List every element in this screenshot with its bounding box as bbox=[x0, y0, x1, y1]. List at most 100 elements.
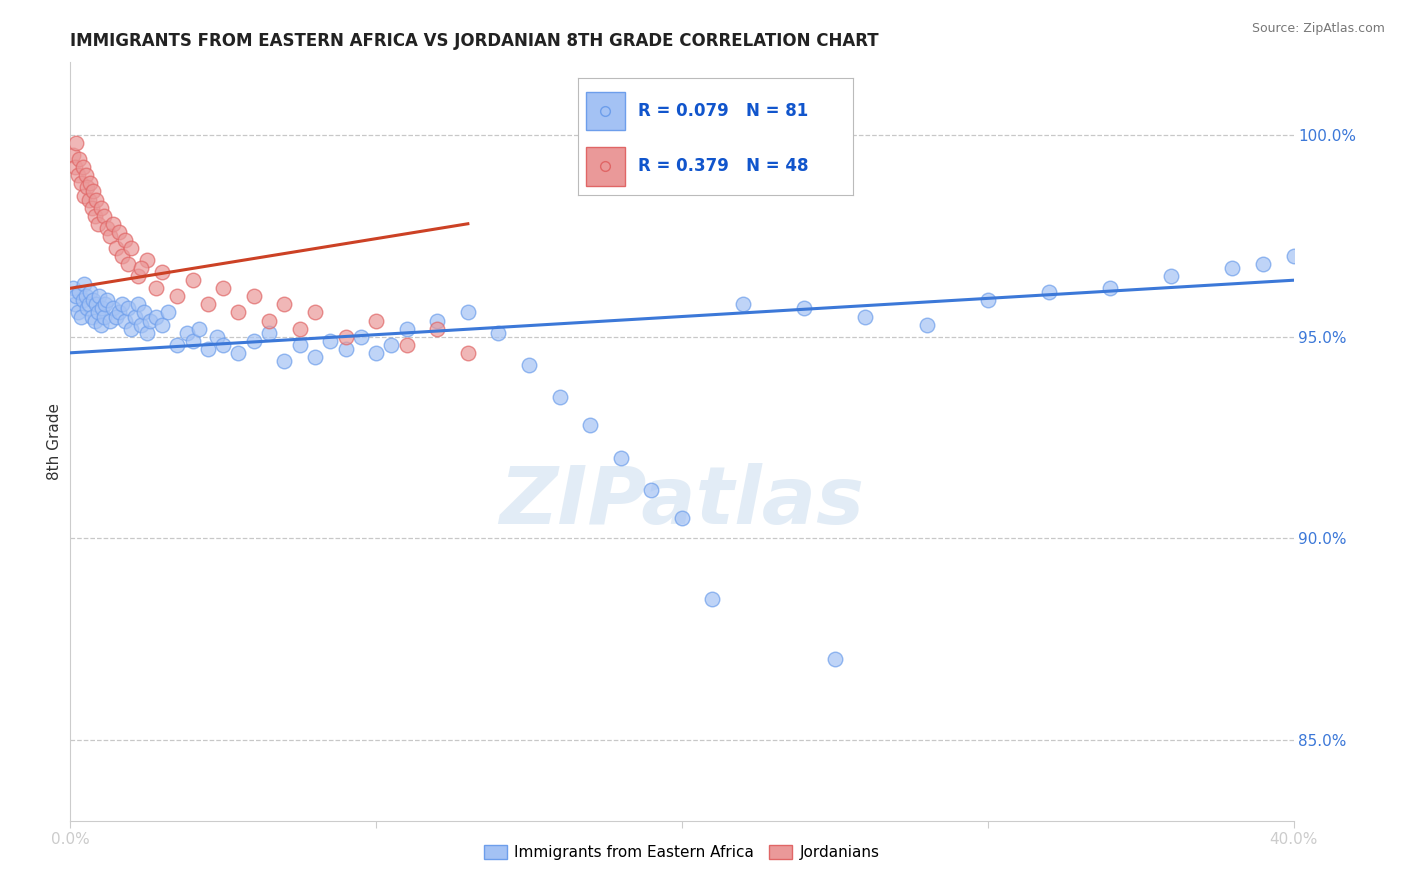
Point bbox=[181, 334, 204, 348]
Point bbox=[1038, 285, 1060, 300]
Point bbox=[243, 334, 266, 348]
Point bbox=[426, 321, 449, 335]
Point bbox=[304, 350, 326, 364]
Point bbox=[98, 313, 121, 327]
Point bbox=[65, 136, 87, 150]
Point bbox=[94, 297, 117, 311]
Point bbox=[145, 281, 167, 295]
Point bbox=[157, 305, 180, 319]
Point bbox=[90, 318, 112, 332]
Point bbox=[517, 358, 540, 372]
Point bbox=[90, 201, 112, 215]
Point bbox=[96, 293, 118, 308]
Point bbox=[124, 310, 146, 324]
Point bbox=[96, 220, 118, 235]
Point bbox=[101, 301, 124, 316]
Point bbox=[228, 346, 250, 360]
Point bbox=[212, 337, 235, 351]
Point bbox=[65, 289, 87, 303]
Point bbox=[114, 233, 136, 247]
Point bbox=[66, 169, 89, 183]
Point bbox=[63, 161, 86, 175]
Point bbox=[1099, 281, 1122, 295]
Point bbox=[257, 326, 280, 340]
Point bbox=[132, 305, 155, 319]
Point bbox=[197, 297, 219, 311]
Legend: Immigrants from Eastern Africa, Jordanians: Immigrants from Eastern Africa, Jordania… bbox=[478, 838, 886, 866]
Point bbox=[1251, 257, 1274, 271]
Point bbox=[731, 297, 754, 311]
Point bbox=[127, 297, 149, 311]
Point bbox=[87, 305, 110, 319]
Point bbox=[257, 313, 280, 327]
Y-axis label: 8th Grade: 8th Grade bbox=[46, 403, 62, 480]
Point bbox=[73, 277, 96, 292]
Point bbox=[197, 342, 219, 356]
Point bbox=[62, 281, 84, 295]
Point bbox=[212, 281, 235, 295]
Point bbox=[166, 289, 188, 303]
Point bbox=[121, 241, 143, 255]
Point bbox=[129, 261, 152, 276]
Point bbox=[77, 297, 100, 311]
Point bbox=[111, 249, 134, 263]
Point bbox=[72, 293, 94, 308]
Point bbox=[69, 285, 91, 300]
Point bbox=[176, 326, 198, 340]
Point bbox=[111, 297, 134, 311]
Point bbox=[79, 285, 101, 300]
Point bbox=[976, 293, 998, 308]
Point bbox=[66, 305, 89, 319]
Point bbox=[243, 289, 266, 303]
Point bbox=[1220, 261, 1243, 276]
Point bbox=[288, 337, 311, 351]
Point bbox=[129, 318, 152, 332]
Point bbox=[80, 201, 103, 215]
Point bbox=[91, 301, 114, 316]
Point bbox=[139, 313, 162, 327]
Point bbox=[93, 209, 115, 223]
Point bbox=[70, 177, 93, 191]
Point bbox=[75, 289, 97, 303]
Point bbox=[121, 321, 143, 335]
Point bbox=[335, 329, 357, 343]
Point bbox=[117, 257, 139, 271]
Point bbox=[93, 310, 115, 324]
Point bbox=[181, 273, 204, 287]
Point bbox=[70, 310, 93, 324]
Point bbox=[76, 180, 98, 194]
Point bbox=[1282, 249, 1305, 263]
Point bbox=[150, 318, 173, 332]
Point bbox=[82, 293, 104, 308]
Point bbox=[457, 346, 479, 360]
Point bbox=[105, 310, 128, 324]
Point bbox=[82, 185, 104, 199]
Point bbox=[380, 337, 402, 351]
Point bbox=[135, 326, 157, 340]
Point bbox=[83, 209, 105, 223]
Point bbox=[84, 193, 107, 207]
Point bbox=[69, 153, 91, 167]
Point bbox=[80, 310, 103, 324]
Point bbox=[304, 305, 326, 319]
Point bbox=[135, 253, 157, 268]
Point bbox=[640, 483, 662, 497]
Point bbox=[579, 418, 602, 433]
Point bbox=[671, 511, 693, 525]
Point bbox=[273, 354, 295, 368]
Point bbox=[79, 177, 101, 191]
Point bbox=[855, 310, 877, 324]
Point bbox=[108, 225, 131, 239]
Point bbox=[105, 241, 128, 255]
Point bbox=[101, 217, 124, 231]
Point bbox=[395, 321, 418, 335]
Point bbox=[98, 228, 121, 243]
Point bbox=[610, 450, 633, 465]
Point bbox=[366, 313, 388, 327]
Text: IMMIGRANTS FROM EASTERN AFRICA VS JORDANIAN 8TH GRADE CORRELATION CHART: IMMIGRANTS FROM EASTERN AFRICA VS JORDAN… bbox=[70, 32, 879, 50]
Point bbox=[166, 337, 188, 351]
Point bbox=[395, 337, 418, 351]
Point bbox=[457, 305, 479, 319]
Point bbox=[1160, 269, 1182, 284]
Point bbox=[63, 297, 86, 311]
